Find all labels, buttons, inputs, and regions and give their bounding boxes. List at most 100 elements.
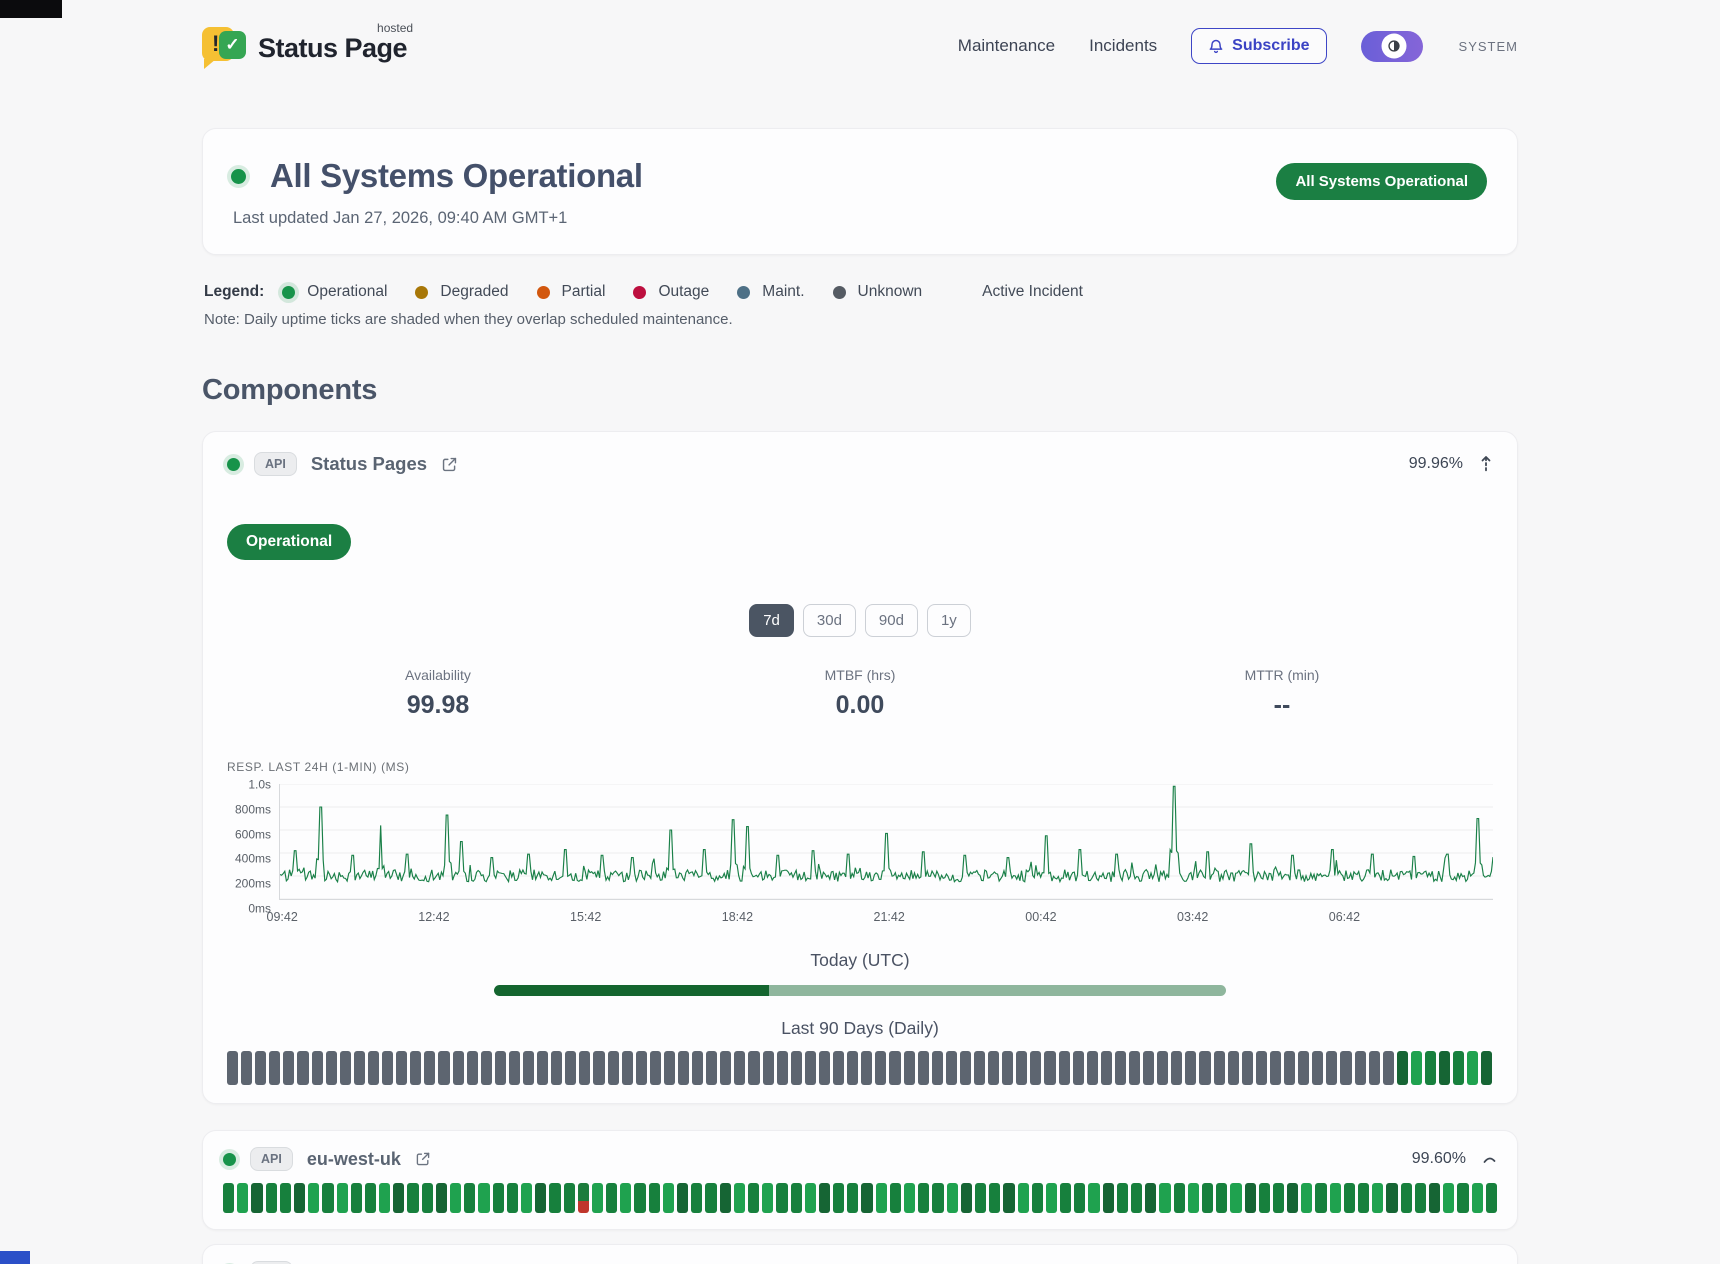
collapse-arrow-icon[interactable] xyxy=(1479,455,1493,473)
uptime-tick xyxy=(1272,1183,1285,1213)
nav-incidents[interactable]: Incidents xyxy=(1089,36,1158,55)
uptime-tick xyxy=(279,1183,291,1213)
uptime-tick xyxy=(931,1051,943,1085)
legend-item-operational: Operational xyxy=(282,283,387,301)
uptime-tick xyxy=(945,1051,957,1085)
uptime-tick xyxy=(311,1051,323,1085)
range-selector: 7d 30d 90d 1y xyxy=(227,604,1493,637)
uptime-tick xyxy=(1481,1051,1493,1085)
x-tick-label: 12:42 xyxy=(418,910,450,924)
uptime-tick xyxy=(1187,1183,1199,1213)
uptime-tick xyxy=(1199,1051,1211,1085)
screen-artifact-bottom-left xyxy=(0,1251,30,1264)
external-link-icon[interactable] xyxy=(441,456,458,473)
y-tick-label: 0ms xyxy=(248,901,271,916)
stats-row: Availability 99.98 MTBF (hrs) 0.00 MTTR … xyxy=(227,667,1493,720)
uptime-tick xyxy=(506,1183,518,1213)
uptime-tick xyxy=(1269,1051,1282,1085)
legend-item-outage: Outage xyxy=(633,283,709,301)
brand-name: Status Page xyxy=(258,33,408,63)
uptime-tick xyxy=(1074,1183,1086,1213)
component-chip: API xyxy=(250,1147,293,1171)
chevron-up-icon[interactable] xyxy=(1482,1154,1497,1165)
component-uptime: 99.96% xyxy=(1408,455,1463,472)
uptime-tick xyxy=(1326,1051,1338,1085)
uptime-tick xyxy=(450,1183,462,1213)
uptime-tick xyxy=(889,1183,901,1213)
uptime-tick xyxy=(339,1051,351,1085)
today-progress-bar xyxy=(494,985,1226,996)
uptime-tick xyxy=(1244,1183,1256,1213)
uptime-tick xyxy=(1201,1183,1214,1213)
uptime-tick xyxy=(1358,1183,1370,1213)
uptime-tick xyxy=(833,1183,845,1213)
uptime-tick xyxy=(1298,1051,1310,1085)
uptime-tick xyxy=(691,1183,703,1213)
uptime-tick xyxy=(1255,1051,1267,1085)
degraded-dot-icon xyxy=(415,285,429,299)
stat-mtbf: MTBF (hrs) 0.00 xyxy=(824,667,896,719)
uptime-tick xyxy=(790,1051,802,1085)
component-card-eu-west-uk[interactable]: API eu-west-uk 99.60% xyxy=(202,1130,1518,1230)
uptime-tick xyxy=(662,1183,674,1213)
uptime-tick xyxy=(255,1051,267,1085)
overall-status-card: All Systems Operational Last updated Jan… xyxy=(202,128,1518,255)
uptime-tick xyxy=(1131,1183,1143,1213)
uptime-tick xyxy=(1343,1183,1355,1213)
uptime-tick xyxy=(367,1051,380,1085)
component-status-badge: Operational xyxy=(227,524,352,560)
theme-toggle-label: SYSTEM xyxy=(1458,38,1518,54)
range-button-1y[interactable]: 1y xyxy=(926,604,971,637)
uptime-tick xyxy=(1116,1183,1128,1213)
uptime-tick xyxy=(818,1051,831,1085)
uptime-tick xyxy=(1143,1051,1155,1085)
uptime-tick xyxy=(946,1183,958,1213)
uptime-tick xyxy=(847,1051,859,1085)
uptime-tick xyxy=(1312,1051,1324,1085)
x-tick-label: 09:42 xyxy=(266,910,298,924)
legend-item-unknown: Unknown xyxy=(832,283,922,301)
component-name: eu-west-uk xyxy=(306,1148,401,1169)
uptime-tick xyxy=(1171,1051,1183,1085)
uptime-tick xyxy=(293,1183,306,1213)
uptime-tick xyxy=(762,1183,774,1213)
brand-logo[interactable]: ! ✓ Status Page hosted xyxy=(202,21,413,69)
range-button-90d[interactable]: 90d xyxy=(864,604,918,637)
outage-dot-icon xyxy=(633,285,647,299)
range-button-30d[interactable]: 30d xyxy=(802,604,856,637)
uptime-tick xyxy=(1031,1183,1043,1213)
uptime-tick xyxy=(648,1183,660,1213)
uptime-tick xyxy=(549,1183,561,1213)
maintenance-dot-icon xyxy=(737,285,751,299)
component-card-na-west[interactable]: API na-west 99.71% xyxy=(202,1244,1518,1264)
uptime-tick xyxy=(452,1051,464,1085)
uptime-tick xyxy=(393,1183,405,1213)
uptime-tick xyxy=(692,1051,704,1085)
uptime-tick xyxy=(1301,1183,1313,1213)
uptime-tick xyxy=(1003,1183,1015,1213)
uptime-tick xyxy=(1329,1183,1341,1213)
uptime-tick xyxy=(227,1051,239,1085)
uptime-tick xyxy=(1230,1183,1242,1213)
x-tick-label: 15:42 xyxy=(569,910,602,924)
uptime-tick xyxy=(466,1051,478,1085)
component-status-dot xyxy=(223,1152,236,1166)
external-link-icon[interactable] xyxy=(415,1151,431,1167)
y-tick-label: 800ms xyxy=(234,802,271,817)
screen-artifact-top-left xyxy=(0,0,62,18)
uptime-tick xyxy=(1017,1183,1029,1213)
history-label: Last 90 Days (Daily) xyxy=(781,1018,939,1038)
theme-toggle[interactable] xyxy=(1360,30,1423,62)
chart-y-axis: 1.0s 800ms 600ms 400ms 200ms 0ms xyxy=(227,778,271,916)
range-button-7d[interactable]: 7d xyxy=(749,604,794,637)
uptime-tick xyxy=(776,1183,788,1213)
legend: Legend: Operational Degraded Partial Out… xyxy=(202,283,1518,301)
uptime-tick xyxy=(748,1051,760,1085)
uptime-tick xyxy=(1002,1051,1014,1085)
uptime-tick xyxy=(1157,1051,1169,1085)
uptime-tick xyxy=(607,1051,619,1085)
y-tick-label: 600ms xyxy=(234,827,271,842)
subscribe-button[interactable]: Subscribe xyxy=(1191,28,1327,64)
nav-maintenance[interactable]: Maintenance xyxy=(957,36,1056,55)
uptime-tick xyxy=(251,1183,263,1213)
